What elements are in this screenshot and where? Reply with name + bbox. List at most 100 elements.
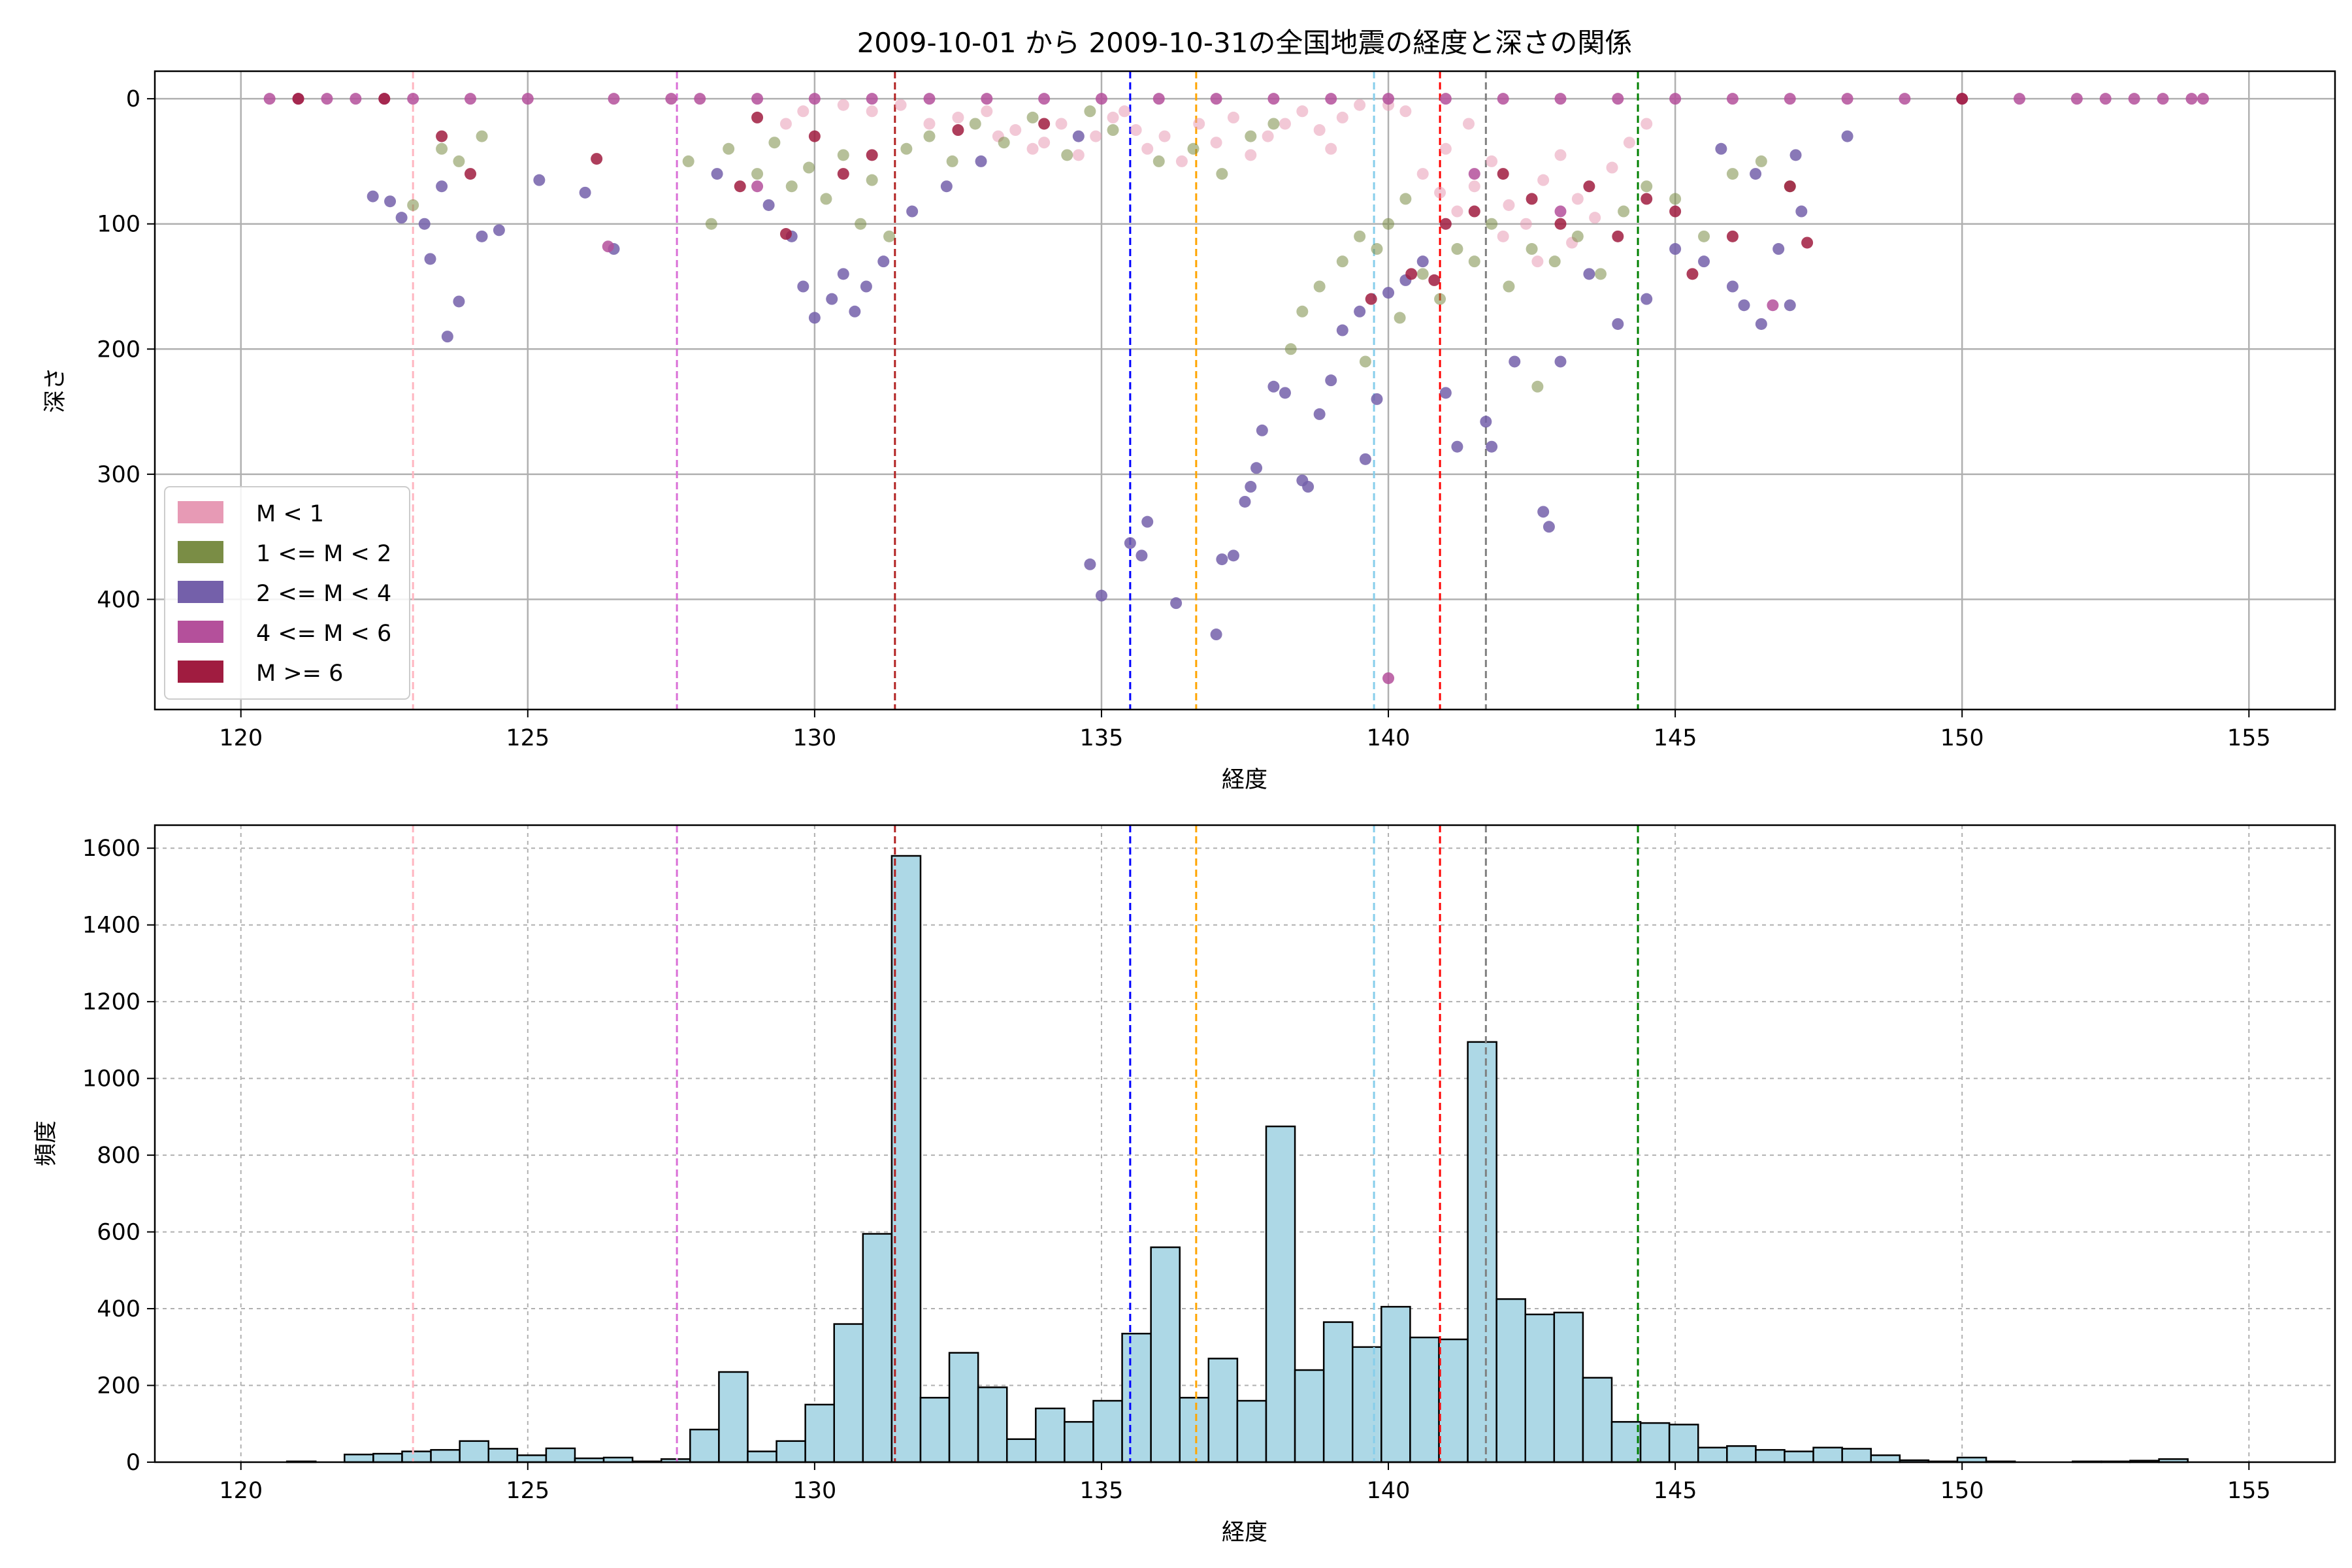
histogram-y-tick-label: 600	[97, 1220, 140, 1246]
scatter-point	[1772, 243, 1785, 255]
histogram-bar	[401, 1450, 432, 1463]
scatter-point	[1755, 318, 1767, 330]
histogram-bar	[1005, 1438, 1037, 1463]
scatter-point	[1371, 393, 1383, 405]
scatter-point	[533, 174, 546, 186]
scatter-point	[1124, 537, 1136, 549]
scatter-point	[350, 93, 362, 105]
legend-swatch	[178, 661, 223, 683]
scatter-point	[1784, 299, 1796, 312]
scatter-point	[1061, 149, 1073, 161]
scatter-point	[1216, 168, 1228, 180]
legend-frame	[164, 486, 410, 700]
scatter-point	[1554, 93, 1567, 105]
scatter-point	[1468, 180, 1480, 193]
scatter-point	[808, 312, 821, 324]
scatter-point	[1279, 118, 1291, 130]
scatter-point	[1956, 93, 1968, 105]
scatter-point	[1554, 149, 1567, 161]
longitude-histogram-chart: 120 125 130 135 140 145 150 155 0 200 400 600 800 10…	[33, 824, 2336, 1546]
scatter-series	[263, 93, 2210, 685]
scatter-point	[923, 93, 936, 105]
scatter-point	[1175, 155, 1188, 167]
scatter-point	[1434, 186, 1446, 199]
scatter-x-tick-label: 120	[219, 725, 263, 751]
scatter-point	[1641, 193, 1653, 205]
scatter-point	[1359, 453, 1371, 465]
scatter-point	[493, 224, 505, 237]
scatter-point	[1296, 105, 1309, 118]
scatter-point	[424, 253, 436, 265]
scatter-point	[384, 195, 397, 208]
legend-items: M < 1 1 <= M < 2 2 <= M < 4 4 <= M < 6 M >= …	[178, 501, 391, 687]
scatter-point	[1612, 93, 1624, 105]
scatter-point	[1439, 93, 1452, 105]
histogram-reference-lines	[412, 825, 1639, 1462]
scatter-point	[378, 93, 391, 105]
histogram-x-tick-label: 155	[2227, 1478, 2271, 1504]
scatter-point	[866, 93, 878, 105]
scatter-point	[1382, 218, 1395, 230]
scatter-point	[1520, 218, 1532, 230]
scatter-point	[1382, 93, 1395, 105]
histogram-bar	[1380, 1305, 1411, 1463]
scatter-point	[1594, 268, 1607, 280]
scatter-point	[1416, 255, 1429, 268]
scatter-point	[952, 124, 964, 137]
scatter-point	[779, 228, 792, 240]
scatter-point	[900, 142, 913, 155]
histogram-bar	[1035, 1407, 1066, 1463]
scatter-point	[1641, 118, 1653, 130]
scatter-point	[1439, 387, 1452, 399]
histogram-bar	[776, 1440, 806, 1463]
scatter-point	[1480, 416, 1492, 428]
scatter-point	[1313, 280, 1326, 293]
histogram-bar	[977, 1386, 1008, 1463]
scatter-y-tick-label: 200	[97, 336, 140, 363]
histogram-bar	[1697, 1446, 1728, 1463]
histogram-y-tick-label: 800	[97, 1143, 140, 1169]
scatter-legend: M < 1 1 <= M < 2 2 <= M < 4 4 <= M < 6 M >= …	[164, 486, 410, 700]
histogram-x-tick-label: 135	[1080, 1478, 1124, 1504]
histogram-bar	[459, 1440, 489, 1463]
scatter-point	[1382, 672, 1395, 685]
scatter-point	[1227, 549, 1239, 562]
scatter-point	[1399, 105, 1412, 118]
scatter-point	[768, 137, 781, 149]
scatter-point	[321, 93, 333, 105]
histogram-bar	[344, 1454, 374, 1463]
scatter-point	[1038, 118, 1051, 130]
scatter-point	[476, 130, 488, 142]
histogram-x-ticks: 120 125 130 135 140 145 150 155	[219, 1462, 2271, 1504]
histogram-bar	[430, 1448, 461, 1463]
scatter-point	[923, 118, 936, 130]
scatter-x-axis-label: 経度	[1222, 767, 1267, 793]
scatter-point	[2157, 93, 2169, 105]
histogram-bar	[1553, 1311, 1584, 1463]
histogram-bar	[1524, 1313, 1556, 1463]
scatter-point	[1262, 130, 1274, 142]
scatter-point	[1612, 318, 1624, 330]
scatter-y-tick-label: 0	[126, 86, 140, 112]
histogram-bar	[1121, 1332, 1152, 1463]
scatter-point	[803, 161, 815, 174]
scatter-point	[906, 205, 919, 218]
scatter-point	[1250, 462, 1263, 474]
scatter-point	[1669, 93, 1682, 105]
scatter-point	[940, 180, 953, 193]
scatter-point	[1325, 93, 1337, 105]
histogram-bar	[804, 1403, 835, 1463]
scatter-point	[441, 331, 453, 343]
scatter-point	[1152, 93, 1165, 105]
scatter-point	[883, 230, 896, 242]
scatter-point	[1497, 168, 1509, 180]
scatter-points	[263, 93, 2210, 685]
scatter-point	[1394, 312, 1406, 324]
histogram-bar	[1092, 1399, 1123, 1463]
scatter-point	[464, 168, 476, 180]
histogram-y-tick-label: 1400	[82, 913, 140, 939]
scatter-point	[975, 155, 987, 167]
scatter-point	[1462, 118, 1475, 130]
scatter-point	[1256, 424, 1268, 436]
